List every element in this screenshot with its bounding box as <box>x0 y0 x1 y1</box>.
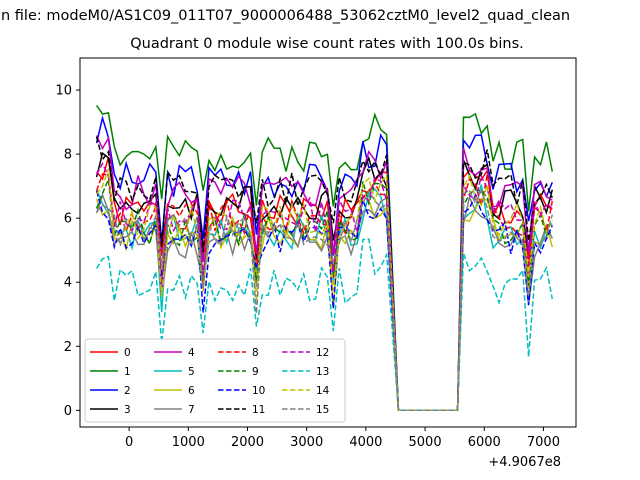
plot-frame <box>79 57 577 428</box>
legend-label-6: 6 <box>188 385 195 397</box>
y-tick-label: 8 <box>64 148 72 163</box>
x-tick-label: 0 <box>125 435 133 450</box>
series-line-13 <box>95 238 554 412</box>
legend-label-5: 5 <box>188 366 195 378</box>
x-offset-label: +4.9067e8 <box>488 455 561 470</box>
x-tick-label: 1000 <box>172 435 205 450</box>
y-tick-label: 0 <box>64 404 72 419</box>
legend-label-13: 13 <box>316 366 329 378</box>
chart-subtitle: Quadrant 0 module wise count rates with … <box>130 36 524 52</box>
y-tick-label: 2 <box>64 340 72 355</box>
y-tick-label: 6 <box>64 212 72 227</box>
legend-label-12: 12 <box>316 347 329 359</box>
y-tick-label: 10 <box>55 84 72 99</box>
series-line-15 <box>96 188 554 412</box>
plot-lines <box>95 104 554 412</box>
x-tick-label: 5000 <box>409 435 442 450</box>
chart-title: n file: modeM0/AS1C09_011T07_9000006488_… <box>1 8 570 24</box>
x-tick-label: 7000 <box>527 435 560 450</box>
x-tick-label: 6000 <box>468 435 501 450</box>
series-line-1 <box>95 104 554 412</box>
x-tick-label: 4000 <box>349 435 382 450</box>
legend-box <box>84 338 346 423</box>
x-axis: 0 1000 2000 3000 4000 5000 6000 7000 <box>125 427 560 450</box>
legend-label-10: 10 <box>252 385 265 397</box>
series-line-11 <box>95 136 553 412</box>
legend-label-7: 7 <box>188 404 195 416</box>
legend-label-9: 9 <box>252 366 259 378</box>
y-axis: 0 2 4 6 8 10 <box>55 84 80 419</box>
series-line-3 <box>95 151 554 412</box>
y-tick-label: 4 <box>64 276 72 291</box>
legend-label-15: 15 <box>316 404 329 416</box>
legend-label-3: 3 <box>124 404 131 416</box>
legend-label-2: 2 <box>124 385 131 397</box>
legend-label-0: 0 <box>124 347 131 359</box>
x-tick-label: 2000 <box>231 435 264 450</box>
legend-label-4: 4 <box>188 347 195 359</box>
series-line-7 <box>95 192 553 412</box>
legend-label-1: 1 <box>124 366 131 378</box>
series-line-2 <box>95 115 553 412</box>
legend-label-14: 14 <box>316 385 330 397</box>
legend-label-8: 8 <box>252 347 259 359</box>
legend-label-11: 11 <box>252 404 265 416</box>
series-line-12 <box>95 161 553 412</box>
x-tick-label: 3000 <box>290 435 323 450</box>
